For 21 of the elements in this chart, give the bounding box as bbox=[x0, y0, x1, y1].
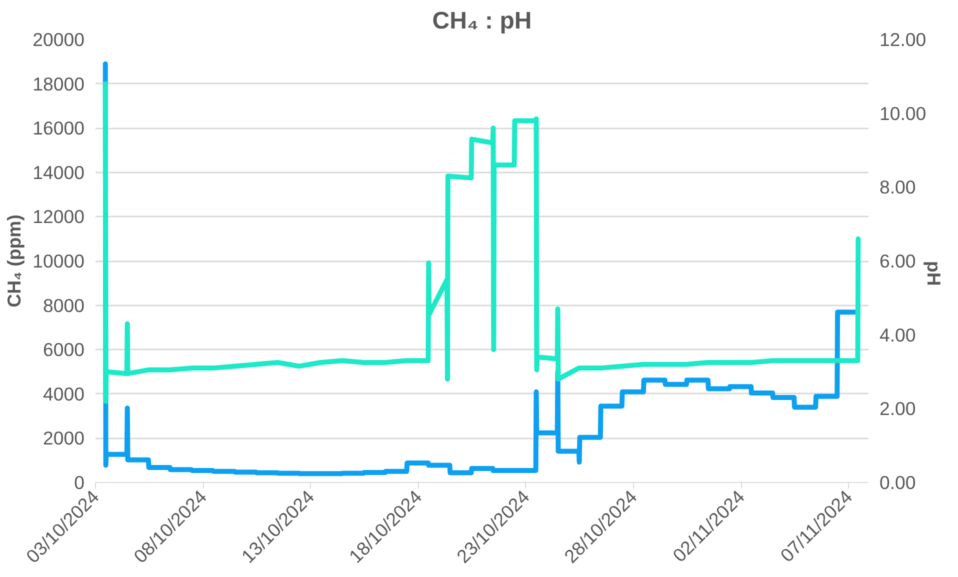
y2-tick-label: 2.00 bbox=[880, 398, 916, 420]
y-tick-label: 8000 bbox=[42, 294, 85, 316]
y-tick-label: 12000 bbox=[32, 206, 85, 228]
y2-tick-label: 0.00 bbox=[880, 472, 916, 493]
y-tick-label: 16000 bbox=[32, 118, 85, 139]
y-tick-label: 2000 bbox=[42, 428, 85, 449]
y2-tick-label: 8.00 bbox=[880, 176, 916, 198]
y-tick-label: 18000 bbox=[32, 73, 85, 94]
y-tick-label: 0 bbox=[74, 472, 85, 493]
y-tick-label: 6000 bbox=[42, 339, 85, 360]
chart-title: CH₄ : pH bbox=[432, 8, 532, 34]
y2-tick-label: 10.00 bbox=[880, 102, 926, 124]
y2-tick-label: 4.00 bbox=[880, 324, 916, 346]
y-axis-title: CH₄ (ppm) bbox=[4, 214, 25, 308]
y2-axis-title: pH bbox=[924, 261, 945, 286]
y2-tick-label: 6.00 bbox=[880, 250, 916, 272]
y-tick-label: 4000 bbox=[42, 383, 85, 404]
y2-tick-label: 12.00 bbox=[880, 29, 926, 50]
y-tick-label: 20000 bbox=[32, 29, 85, 50]
y-tick-label: 10000 bbox=[32, 250, 85, 272]
y-tick-label: 14000 bbox=[32, 162, 85, 183]
